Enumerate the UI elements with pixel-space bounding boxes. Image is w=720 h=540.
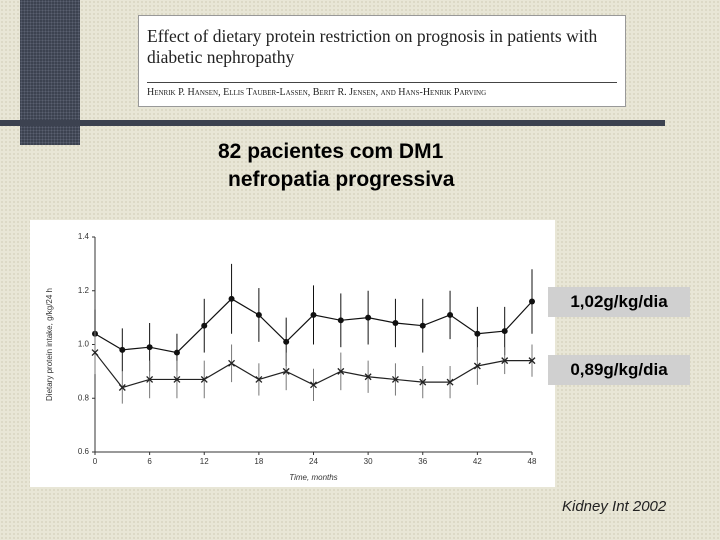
y-tick-label: 0.8	[78, 393, 90, 402]
heading-line: nefropatia progressiva	[228, 168, 455, 191]
point	[282, 367, 290, 375]
point	[447, 311, 454, 318]
point	[529, 298, 535, 305]
point	[255, 311, 262, 318]
point	[255, 375, 263, 383]
point	[365, 314, 372, 321]
x-tick-label: 24	[309, 457, 318, 466]
y-tick-label: 1.2	[78, 286, 90, 295]
point	[391, 375, 399, 383]
point	[446, 378, 454, 386]
point	[419, 322, 426, 329]
x-tick-label: 18	[254, 457, 263, 466]
point	[173, 375, 181, 383]
point	[473, 362, 481, 370]
y-tick-label: 0.6	[78, 447, 90, 456]
x-tick-label: 48	[528, 457, 537, 466]
point	[337, 367, 345, 375]
point	[283, 338, 290, 345]
point	[146, 375, 154, 383]
x-tick-label: 30	[364, 457, 373, 466]
x-tick-label: 36	[418, 457, 427, 466]
paper-authors: Henrik P. Hansen, Ellis Tauber-Lassen, B…	[147, 82, 617, 98]
paper-header: Effect of dietary protein restriction on…	[138, 15, 626, 107]
x-tick-label: 0	[93, 457, 98, 466]
source: Kidney Int 2002	[562, 498, 667, 515]
x-axis-title: Time, months	[289, 473, 337, 482]
point	[310, 311, 317, 318]
point	[201, 322, 208, 329]
x-tick-label: 42	[473, 457, 482, 466]
point	[200, 375, 208, 383]
y-tick-label: 1.0	[78, 340, 90, 349]
heading-line: 82 pacientes com DM1	[218, 140, 444, 163]
point	[528, 357, 536, 365]
point	[119, 346, 126, 353]
point	[364, 373, 372, 381]
y-axis-title: Dietary protein intake, g/kg/24 h	[45, 288, 54, 401]
point	[501, 328, 508, 335]
x-tick-label: 6	[147, 457, 152, 466]
paper-title: Effect of dietary protein restriction on…	[147, 26, 598, 67]
chart: 0.6 0.8 1.0 1.2 1.4 0 6 12 18 24 30 36 42 48 Time, mon…	[30, 220, 555, 487]
point	[228, 295, 235, 302]
point	[474, 330, 481, 337]
x-tick-label: 12	[200, 457, 209, 466]
point	[310, 381, 317, 389]
decor-bar	[0, 120, 665, 126]
point	[419, 378, 427, 386]
point	[228, 359, 236, 367]
point	[91, 349, 99, 357]
point	[337, 317, 344, 324]
point	[173, 349, 180, 356]
callout: 0,89g/kg/dia	[548, 355, 690, 385]
callout: 1,02g/kg/dia	[548, 287, 690, 317]
point	[118, 384, 126, 391]
point	[501, 357, 509, 365]
y-tick-label: 1.4	[78, 232, 90, 241]
point	[146, 344, 153, 351]
point	[392, 320, 399, 326]
